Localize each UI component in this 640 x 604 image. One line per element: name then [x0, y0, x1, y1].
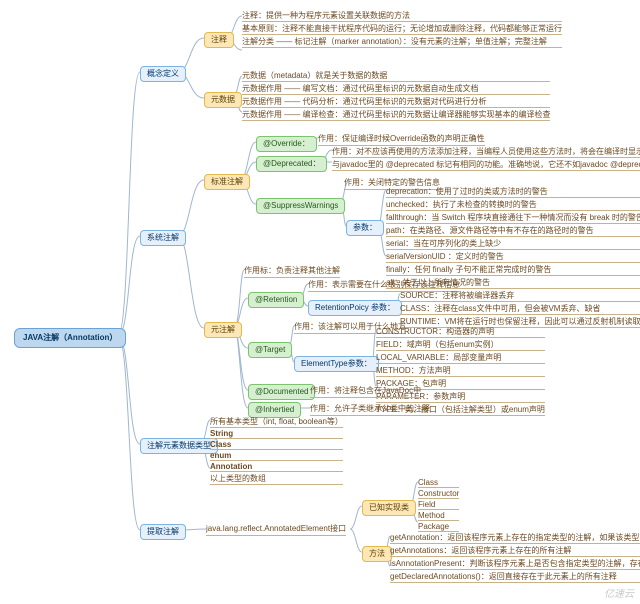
- deprecated-leaves: 作用：对不应该再使用的方法添加注释，当编程人员使用这些方法时，将会在编译时显示提…: [332, 146, 640, 171]
- node-elemtypes[interactable]: 注解元素数据类型: [140, 438, 218, 454]
- node-system[interactable]: 系统注解: [140, 230, 186, 246]
- known-items: Class Constructor Field Method Package: [418, 478, 459, 532]
- leaf: getAnnotation：返回该程序元素上存在的指定类型的注解，如果该类型的注…: [390, 532, 640, 544]
- node-concept[interactable]: 概念定义: [140, 66, 186, 82]
- node-retention[interactable]: @Retention: [248, 292, 304, 308]
- node-zhushi[interactable]: 注释: [204, 32, 234, 48]
- metadata-leaves: 元数据（metadata）就是关于数据的数据 元数据作用 —— 编写文档：通过代…: [242, 70, 550, 121]
- leaf: LOCAL_VARIABLE：局部变量声明: [376, 352, 545, 364]
- leaf: Method: [418, 511, 459, 521]
- leaf: 与javadoc里的 @deprecated 标记有相同的功能。准确地说，它还不…: [332, 159, 640, 171]
- leaf: 元数据（metadata）就是关于数据的数据: [242, 70, 550, 82]
- leaf: SOURCE：注释将被编译器丢弃: [400, 290, 640, 302]
- leaf: enum: [210, 451, 343, 461]
- leaf: fallthrough：当 Switch 程序块直接通往下一种情况而没有 bre…: [386, 212, 640, 224]
- leaf: getAnnotations：返回该程序元素上存在的所有注解: [390, 545, 640, 557]
- leaf: 所有基本类型（int, float, boolean等）: [210, 416, 343, 428]
- elementtype-items: CONSTRUCTOR：构造器的声明 FIELD：域声明（包括enum实例） L…: [376, 326, 545, 416]
- documented-leaf: 作用：将注释包含在JavaDoc中: [310, 386, 421, 398]
- leaf: Package: [418, 522, 459, 532]
- watermark: 亿速云: [604, 585, 634, 600]
- leaf: 注释：提供一种为程序元素设置关联数据的方法: [242, 10, 562, 22]
- node-retentionpolicy[interactable]: RetentionPoicy 参数：: [308, 300, 402, 316]
- meta-intro: 作用标：负责注释其他注解: [244, 266, 340, 278]
- leaf: 注解分类 —— 标记注解（marker annotation）：没有元素的注解；…: [242, 36, 562, 48]
- inherited-leaf: 作用：允许子类继承父类中的注释: [310, 404, 430, 416]
- node-methods[interactable]: 方法: [362, 546, 392, 562]
- override-leaf: 作用：保证编译时候Override函数的声明正确性: [318, 134, 485, 146]
- node-suppress[interactable]: @SuppressWarnings: [256, 198, 345, 214]
- leaf: isAnnotationPresent：判断该程序元素上是否包含指定类型的注解，…: [390, 558, 640, 570]
- leaf: getDeclaredAnnotations()：返回直接存在于此元素上的所有注…: [390, 571, 640, 583]
- leaf: path：在类路径、源文件路径等中有不存在的路径时的警告: [386, 225, 640, 237]
- leaf: String: [210, 429, 343, 439]
- leaf: Field: [418, 500, 459, 510]
- retentionpolicy-items: SOURCE：注释将被编译器丢弃 CLASS：注释在class文件中可用，但会被…: [400, 290, 640, 328]
- root-node[interactable]: JAVA注解（Annotation）: [14, 328, 126, 348]
- node-extract[interactable]: 提取注解: [140, 524, 186, 540]
- leaf: FIELD：域声明（包括enum实例）: [376, 339, 545, 351]
- zhushi-leaves: 注释：提供一种为程序元素设置关联数据的方法 基本原则：注释不能直接干扰程序代码的…: [242, 10, 562, 48]
- node-target[interactable]: @Target: [248, 342, 292, 358]
- leaf: Class: [210, 440, 343, 450]
- leaf: unchecked：执行了未检查的转换时的警告: [386, 199, 640, 211]
- suppress-params: deprecation：使用了过时的类或方法时的警告 unchecked：执行了…: [386, 186, 640, 289]
- method-items: getAnnotation：返回该程序元素上存在的指定类型的注解，如果该类型的注…: [390, 532, 640, 583]
- node-elementtype[interactable]: ElementType参数：: [294, 356, 379, 372]
- node-metadata[interactable]: 元数据: [204, 92, 242, 108]
- leaf: Annotation: [210, 462, 343, 472]
- leaf: 以上类型的数组: [210, 473, 343, 485]
- leaf: CLASS：注释在class文件中可用，但会被VM丢弃、缺省: [400, 303, 640, 315]
- leaf: 作用：对不应该再使用的方法添加注释，当编程人员使用这些方法时，将会在编译时显示提…: [332, 146, 640, 158]
- leaf: finally：任何 finally 子句不能正常完成时的警告: [386, 264, 640, 276]
- extract-iface: java.lang.reflect.AnnotatedElement接口: [206, 524, 346, 536]
- elemtypes-items: 所有基本类型（int, float, boolean等） String Clas…: [210, 416, 343, 485]
- leaf: serial：当在可序列化的类上缺少: [386, 238, 640, 250]
- leaf: METHOD：方法声明: [376, 365, 545, 377]
- leaf: 元数据作用 —— 代码分析：通过代码里标识的元数据对代码进行分析: [242, 96, 550, 108]
- leaf: deprecation：使用了过时的类或方法时的警告: [386, 186, 640, 198]
- leaf: 基本原则：注释不能直接干扰程序代码的运行；无论增加或删除注释，代码都能够正常运行: [242, 23, 562, 35]
- leaf: CONSTRUCTOR：构造器的声明: [376, 326, 545, 338]
- leaf: serialVersionUID ：定义时的警告: [386, 251, 640, 263]
- leaf: 元数据作用 —— 编译检查：通过代码里标识的元数据让编译器能够实现基本的编译检查: [242, 109, 550, 121]
- node-known[interactable]: 已知实现类: [362, 500, 416, 516]
- leaf: Constructor: [418, 489, 459, 499]
- leaf: Class: [418, 478, 459, 488]
- node-deprecated[interactable]: @Deprecated：: [256, 156, 327, 172]
- node-standard[interactable]: 标准注解: [204, 174, 250, 190]
- leaf: 元数据作用 —— 编写文档：通过代码里标识的元数据自动生成文档: [242, 83, 550, 95]
- node-suppress-param[interactable]: 参数：: [346, 220, 384, 236]
- node-override[interactable]: @Override：: [256, 136, 317, 152]
- node-documented[interactable]: @Documented: [248, 384, 315, 400]
- node-meta[interactable]: 元注解: [204, 322, 242, 338]
